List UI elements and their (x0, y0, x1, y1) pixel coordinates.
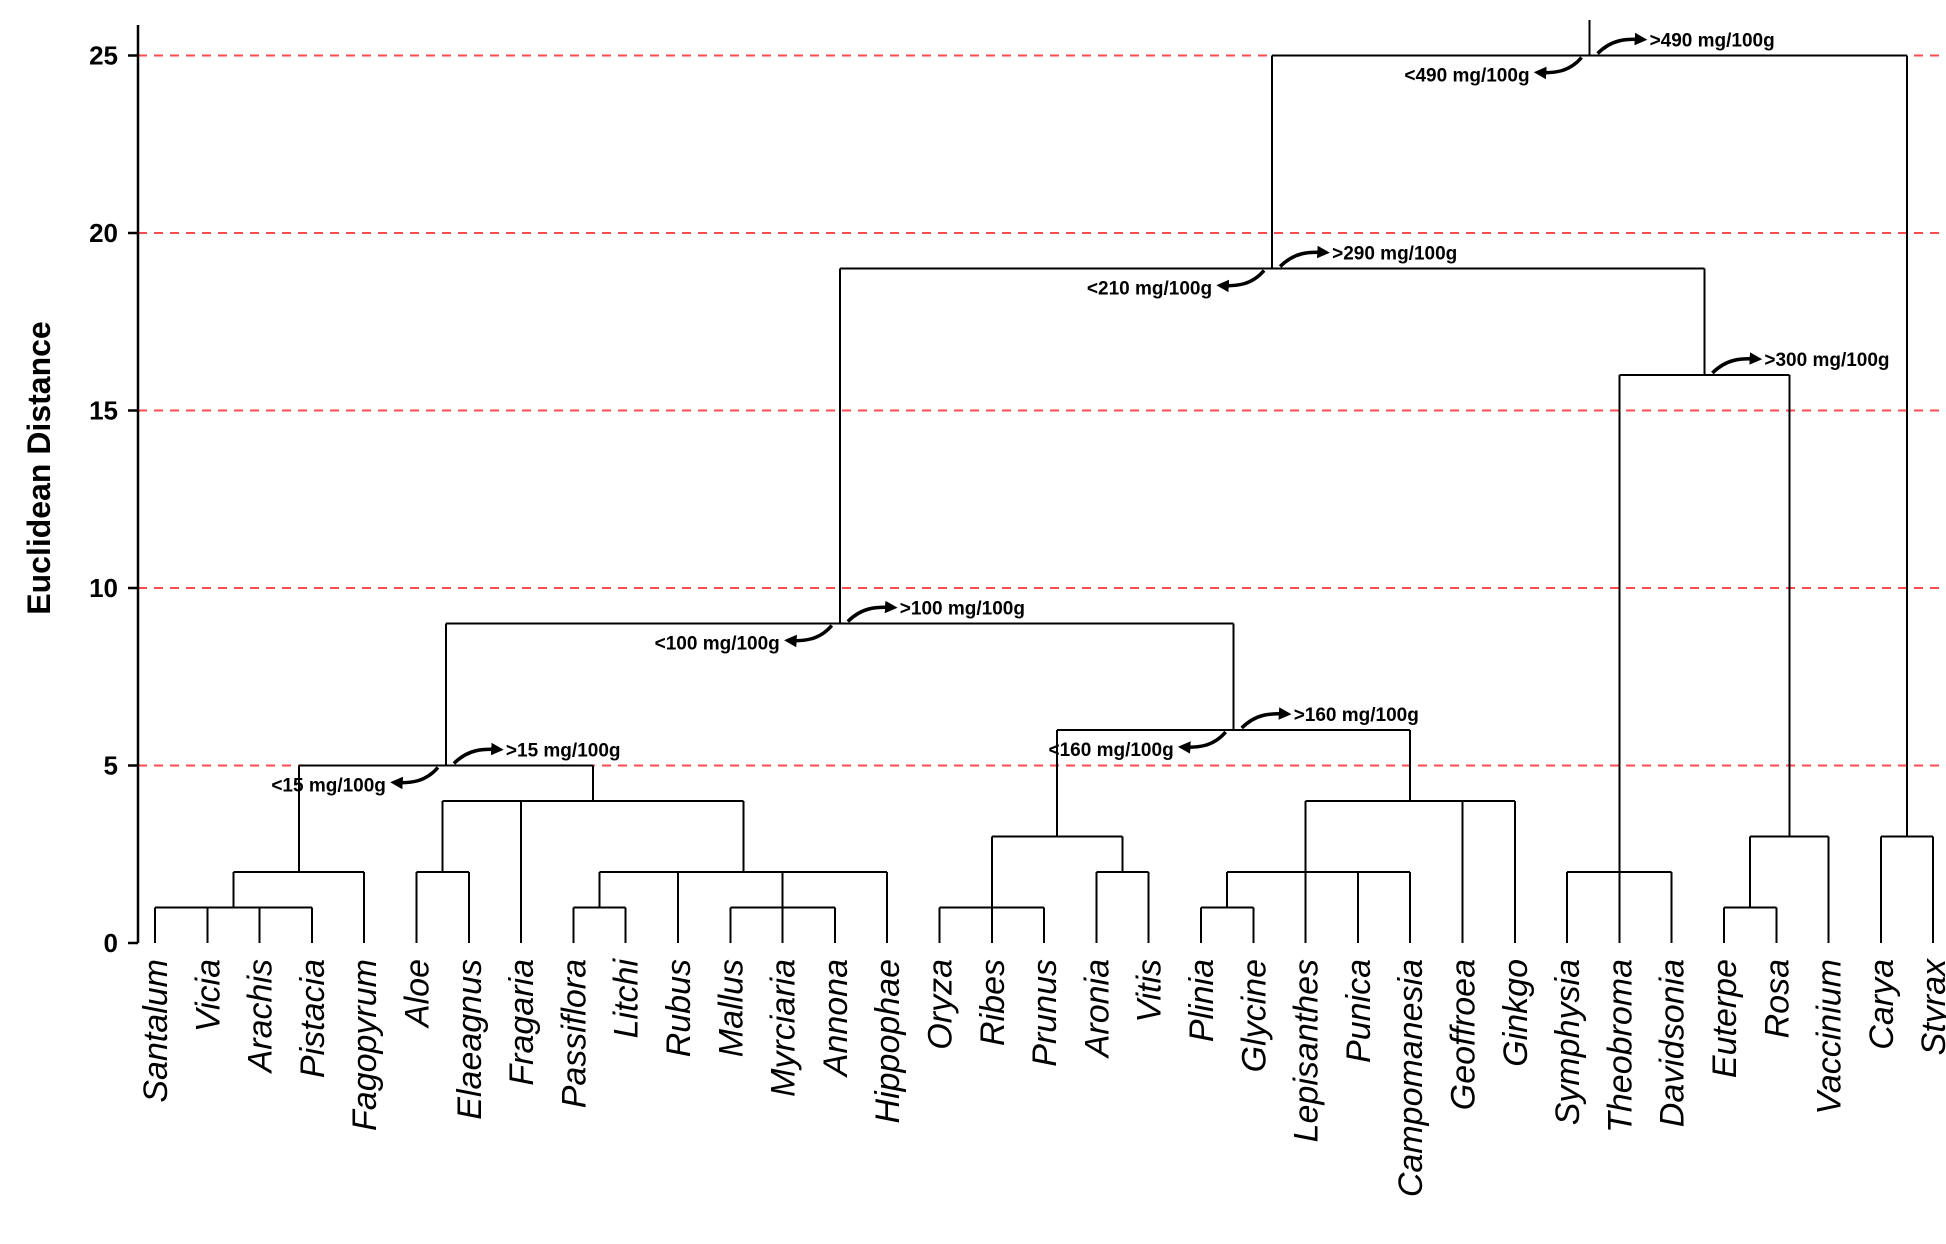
annotation-arrow-right-icon (452, 742, 504, 765)
leaf-label-vicia: Vicia (189, 959, 227, 1032)
y-tick-label-25: 25 (89, 41, 118, 71)
leaf-label-fagopyrum: Fagopyrum (346, 959, 384, 1131)
annotation-label: <160 mg/100g (1049, 740, 1174, 761)
leaf-label-vitis: Vitis (1131, 959, 1169, 1023)
annotation-arrow-left-icon (1216, 269, 1266, 293)
annotation-label: >490 mg/100g (1650, 31, 1775, 52)
leaf-label-euterpe: Euterpe (1706, 959, 1744, 1078)
annotation-label: >160 mg/100g (1294, 705, 1419, 726)
annotation-10: >15 mg/100g (452, 741, 621, 765)
dendrogram-tree (154, 20, 1935, 943)
annotation-9: <15 mg/100g (271, 766, 440, 797)
y-tick-label-15: 15 (89, 396, 118, 426)
annotation-0: >490 mg/100g (1596, 31, 1775, 55)
leaf-label-prunus: Prunus (1026, 959, 1064, 1067)
annotation-arrow-right-icon (1711, 352, 1763, 375)
leaf-label-campomanesia: Campomanesia (1392, 959, 1430, 1197)
annotation-arrow-left-icon (1177, 730, 1228, 754)
annotation-2: >290 mg/100g (1278, 244, 1457, 268)
leaf-label-symphysia: Symphysia (1549, 959, 1587, 1125)
leaf-label-plinia: Plinia (1183, 959, 1221, 1042)
y-tick-label-10: 10 (89, 573, 118, 603)
annotations: >490 mg/100g <490 mg/100g >290 mg/100g <210… (271, 31, 1889, 797)
annotation-3: <210 mg/100g (1087, 269, 1266, 300)
annotation-label: >15 mg/100g (506, 741, 621, 762)
annotation-1: <490 mg/100g (1404, 56, 1583, 87)
leaf-label-annona: Annona (817, 959, 855, 1078)
leaf-label-lepisanthes: Lepisanthes (1288, 959, 1326, 1142)
y-tick-label-5: 5 (104, 751, 118, 781)
leaf-label-oryza: Oryza (922, 959, 960, 1050)
leaf-label-punica: Punica (1340, 959, 1378, 1063)
leaf-label-ribes: Ribes (974, 959, 1012, 1046)
annotation-7: <160 mg/100g (1049, 730, 1228, 761)
leaf-label-davidsonia: Davidsonia (1654, 959, 1692, 1127)
annotation-arrow-right-icon (1278, 245, 1330, 268)
annotation-4: >300 mg/100g (1711, 350, 1890, 375)
annotation-label: <15 mg/100g (271, 776, 386, 797)
leaf-label-theobroma: Theobroma (1601, 959, 1639, 1133)
gridlines (138, 54, 1946, 767)
leaf-label-elaeagnus: Elaeagnus (451, 959, 489, 1120)
leaf-label-geoffroea: Geoffroea (1445, 959, 1483, 1110)
annotation-8: >160 mg/100g (1240, 705, 1419, 730)
annotation-arrow-right-icon (1596, 32, 1648, 55)
y-axis-title: Euclidean Distance (21, 321, 57, 614)
annotation-5: >100 mg/100g (846, 599, 1025, 623)
leaf-label-pistacia: Pistacia (294, 959, 332, 1078)
y-axis: 0 5 10 15 20 25 (89, 25, 140, 958)
leaf-label-aronia: Aronia (1078, 959, 1116, 1059)
leaf-label-fragaria: Fragaria (503, 959, 541, 1086)
annotation-arrow-left-icon (784, 624, 834, 648)
leaf-label-myrciaria: Myrciaria (765, 959, 803, 1097)
annotation-label: >300 mg/100g (1764, 350, 1889, 371)
leaf-label-santalum: Santalum (137, 959, 175, 1103)
y-tick-label-20: 20 (89, 218, 118, 248)
leaf-label-arachis: Arachis (242, 959, 280, 1074)
annotation-label: <100 mg/100g (655, 634, 780, 655)
leaf-label-aloe: Aloe (399, 959, 437, 1029)
annotation-label: >100 mg/100g (900, 599, 1025, 620)
leaf-label-passiflora: Passiflora (555, 959, 593, 1108)
leaf-label-styrax: Styrax (1915, 958, 1946, 1055)
annotation-arrow-right-icon (1240, 707, 1292, 730)
leaf-label-litchi: Litchi (608, 958, 646, 1039)
annotation-arrow-right-icon (846, 600, 898, 623)
annotation-6: <100 mg/100g (655, 624, 834, 655)
leaf-label-carya: Carya (1863, 959, 1901, 1050)
annotation-arrow-left-icon (1533, 56, 1583, 80)
y-tick-label-0: 0 (104, 928, 118, 958)
annotation-label: <490 mg/100g (1404, 66, 1529, 87)
annotation-label: <210 mg/100g (1087, 279, 1212, 300)
leaf-label-rosa: Rosa (1758, 959, 1796, 1038)
leaf-label-mallus: Mallus (712, 959, 750, 1057)
leaf-label-glycine: Glycine (1235, 959, 1273, 1072)
annotation-arrow-left-icon (390, 766, 440, 790)
annotation-label: >290 mg/100g (1332, 244, 1457, 265)
leaf-label-rubus: Rubus (660, 959, 698, 1057)
leaf-label-vaccinium: Vaccinium (1811, 959, 1849, 1115)
leaf-label-ginkgo: Ginkgo (1497, 959, 1535, 1067)
leaf-labels: Santalum Vicia Arachis Pistacia Fagopyrum Alo… (137, 958, 1946, 1198)
leaf-label-hippophae: Hippophae (869, 959, 907, 1123)
